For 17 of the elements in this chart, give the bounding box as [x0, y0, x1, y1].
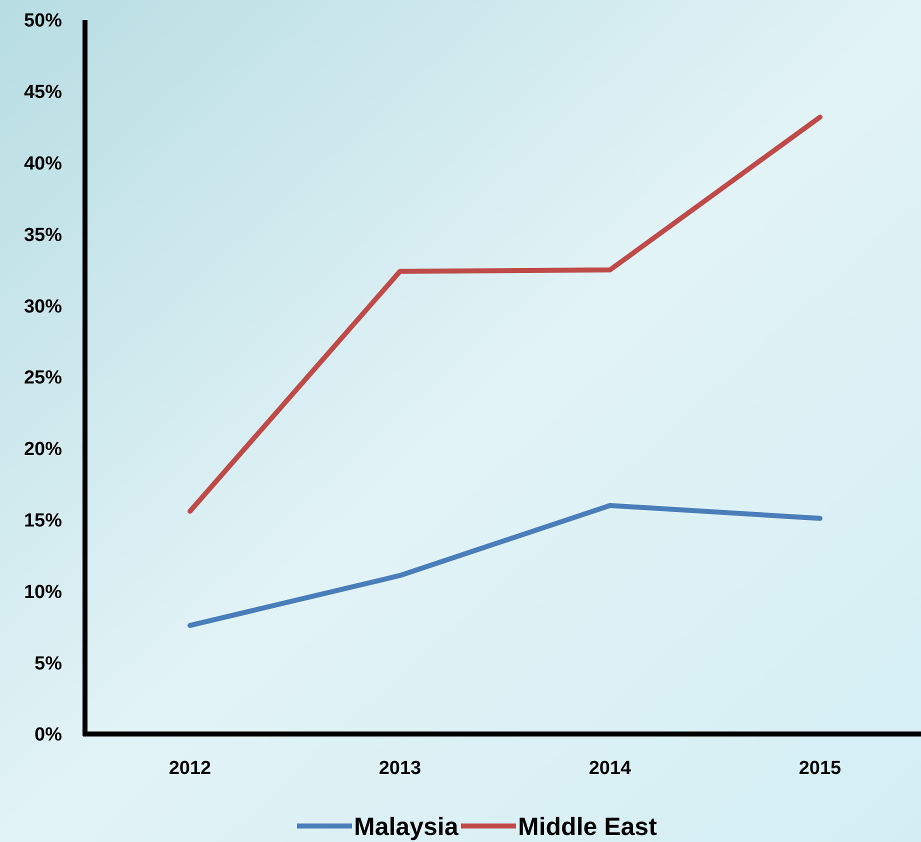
x-tick-label: 2015 [798, 758, 842, 779]
legend-label: Malaysia [354, 812, 460, 841]
y-tick-label: 40% [24, 153, 62, 174]
x-tick-label: 2014 [588, 758, 632, 779]
y-tick-label: 25% [24, 368, 62, 389]
y-tick-label: 10% [24, 582, 62, 603]
y-tick-label: 15% [24, 510, 62, 532]
y-tick-label: 50% [24, 10, 62, 32]
y-tick-label: 0% [34, 724, 62, 746]
legend-label: Middle East [518, 812, 658, 841]
y-tick-label: 5% [34, 653, 62, 674]
y-tick-label: 35% [24, 224, 62, 246]
x-tick-label: 2013 [378, 758, 422, 779]
y-tick-label: 20% [24, 439, 62, 460]
x-tick-label: 2012 [168, 758, 212, 779]
y-tick-label: 30% [24, 296, 62, 318]
y-tick-label: 45% [24, 82, 62, 104]
